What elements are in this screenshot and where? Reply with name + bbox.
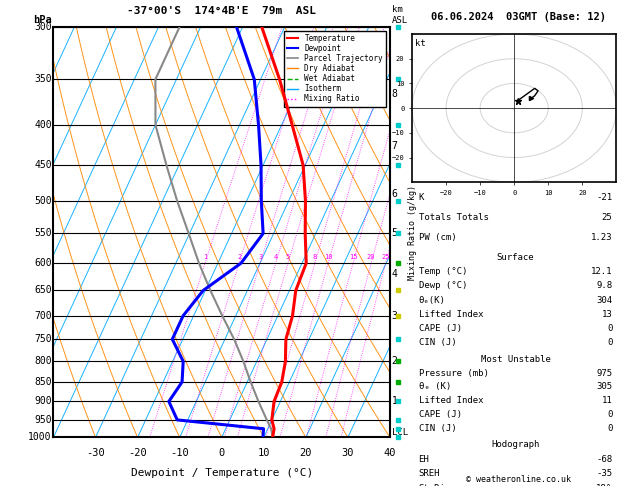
Text: 20: 20 — [299, 448, 312, 458]
Text: Pressure (mb): Pressure (mb) — [418, 368, 488, 378]
Text: 13: 13 — [602, 310, 613, 319]
Text: 25: 25 — [602, 213, 613, 222]
Text: © weatheronline.co.uk: © weatheronline.co.uk — [467, 474, 571, 484]
Text: 1.23: 1.23 — [591, 233, 613, 242]
Text: -30: -30 — [86, 448, 105, 458]
Legend: Temperature, Dewpoint, Parcel Trajectory, Dry Adiabat, Wet Adiabat, Isotherm, Mi: Temperature, Dewpoint, Parcel Trajectory… — [284, 31, 386, 106]
Text: 12.1: 12.1 — [591, 267, 613, 276]
Text: 10: 10 — [324, 254, 333, 260]
Text: CAPE (J): CAPE (J) — [418, 324, 462, 333]
Text: SREH: SREH — [418, 469, 440, 478]
Text: -21: -21 — [596, 193, 613, 202]
Text: 6: 6 — [392, 189, 398, 199]
Text: Dewpoint / Temperature (°C): Dewpoint / Temperature (°C) — [131, 468, 313, 478]
Text: 0: 0 — [607, 324, 613, 333]
Text: 30: 30 — [342, 448, 354, 458]
Text: km
ASL: km ASL — [392, 5, 408, 25]
Text: 1: 1 — [392, 397, 398, 406]
Text: Surface: Surface — [497, 253, 534, 262]
Text: -10: -10 — [170, 448, 189, 458]
Text: 550: 550 — [34, 228, 52, 239]
Text: 06.06.2024  03GMT (Base: 12): 06.06.2024 03GMT (Base: 12) — [431, 12, 606, 22]
Text: 800: 800 — [34, 356, 52, 366]
Text: 1: 1 — [203, 254, 207, 260]
Text: -68: -68 — [596, 455, 613, 464]
Text: 10: 10 — [257, 448, 270, 458]
Text: 0: 0 — [219, 448, 225, 458]
Text: -37°00'S  174°4B'E  79m  ASL: -37°00'S 174°4B'E 79m ASL — [127, 6, 316, 17]
Text: 450: 450 — [34, 160, 52, 170]
Text: 9.8: 9.8 — [596, 281, 613, 290]
Text: CIN (J): CIN (J) — [418, 338, 456, 347]
Text: Dewp (°C): Dewp (°C) — [418, 281, 467, 290]
Text: 700: 700 — [34, 311, 52, 321]
Text: 500: 500 — [34, 196, 52, 206]
Text: 3: 3 — [258, 254, 262, 260]
Text: EH: EH — [418, 455, 429, 464]
Text: 40: 40 — [384, 448, 396, 458]
Text: CAPE (J): CAPE (J) — [418, 410, 462, 419]
Text: 8: 8 — [392, 88, 398, 99]
Text: kt: kt — [415, 39, 426, 48]
Text: 25: 25 — [381, 254, 390, 260]
Text: 300: 300 — [34, 22, 52, 32]
Text: 4: 4 — [274, 254, 278, 260]
Text: LCL: LCL — [392, 428, 408, 437]
Text: Most Unstable: Most Unstable — [481, 355, 550, 364]
Text: 850: 850 — [34, 377, 52, 387]
Text: 400: 400 — [34, 120, 52, 130]
Text: 1000: 1000 — [28, 433, 52, 442]
Text: 5: 5 — [392, 228, 398, 239]
Text: 350: 350 — [34, 74, 52, 84]
Text: Hodograph: Hodograph — [491, 440, 540, 449]
Text: 600: 600 — [34, 258, 52, 268]
Text: 8: 8 — [313, 254, 317, 260]
Text: 3: 3 — [392, 311, 398, 321]
Text: Totals Totals: Totals Totals — [418, 213, 488, 222]
Text: 5: 5 — [286, 254, 290, 260]
Text: PW (cm): PW (cm) — [418, 233, 456, 242]
Text: 20: 20 — [367, 254, 376, 260]
Text: 0: 0 — [607, 424, 613, 433]
Text: 0: 0 — [607, 338, 613, 347]
Text: StmDir: StmDir — [418, 484, 451, 486]
Text: 950: 950 — [34, 415, 52, 425]
Text: 304: 304 — [596, 295, 613, 305]
Text: 2: 2 — [392, 356, 398, 366]
Text: hPa: hPa — [33, 15, 52, 25]
Text: CIN (J): CIN (J) — [418, 424, 456, 433]
Text: 4: 4 — [392, 269, 398, 279]
Text: 2: 2 — [237, 254, 242, 260]
Text: 900: 900 — [34, 397, 52, 406]
Text: Mixing Ratio (g/kg): Mixing Ratio (g/kg) — [408, 185, 418, 279]
Text: 15: 15 — [348, 254, 357, 260]
Text: 7: 7 — [392, 140, 398, 151]
Text: 11: 11 — [602, 396, 613, 405]
Text: 650: 650 — [34, 285, 52, 295]
Text: Temp (°C): Temp (°C) — [418, 267, 467, 276]
Text: -20: -20 — [128, 448, 147, 458]
Text: 18°: 18° — [596, 484, 613, 486]
Text: -35: -35 — [596, 469, 613, 478]
Text: 305: 305 — [596, 382, 613, 391]
Text: Lifted Index: Lifted Index — [418, 396, 483, 405]
Text: 0: 0 — [607, 410, 613, 419]
Text: θₑ(K): θₑ(K) — [418, 295, 445, 305]
Text: Lifted Index: Lifted Index — [418, 310, 483, 319]
Text: K: K — [418, 193, 424, 202]
Text: 750: 750 — [34, 334, 52, 344]
Text: θₑ (K): θₑ (K) — [418, 382, 451, 391]
Text: 975: 975 — [596, 368, 613, 378]
